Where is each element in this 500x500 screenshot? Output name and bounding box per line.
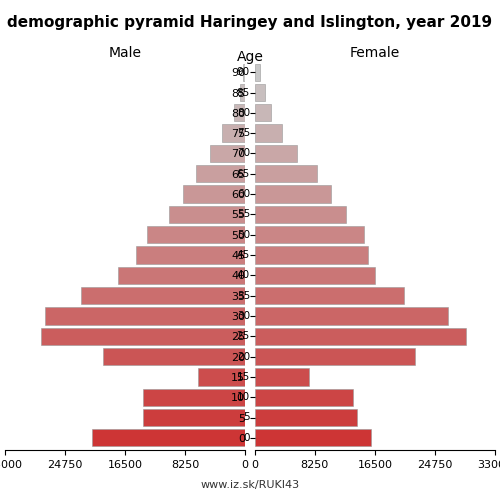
Text: 85: 85 bbox=[236, 88, 250, 98]
Bar bbox=[255, 206, 346, 223]
Bar bbox=[147, 226, 245, 244]
Text: 65: 65 bbox=[236, 169, 250, 179]
Bar bbox=[45, 308, 245, 324]
Bar bbox=[255, 84, 265, 101]
Text: 80: 80 bbox=[237, 108, 250, 118]
Text: 15: 15 bbox=[236, 372, 250, 382]
Bar bbox=[243, 64, 245, 81]
Bar bbox=[255, 104, 271, 122]
Text: 45: 45 bbox=[236, 250, 250, 260]
Bar bbox=[255, 348, 415, 365]
Bar bbox=[255, 246, 368, 264]
Text: 20: 20 bbox=[237, 352, 250, 362]
X-axis label: Female: Female bbox=[350, 46, 400, 60]
Bar bbox=[222, 124, 245, 142]
Bar bbox=[255, 328, 466, 345]
Bar bbox=[42, 328, 245, 345]
Bar bbox=[240, 84, 245, 101]
Bar bbox=[234, 104, 245, 122]
Bar bbox=[169, 206, 245, 223]
Bar bbox=[255, 287, 404, 304]
Text: 50: 50 bbox=[237, 230, 250, 239]
Text: 90: 90 bbox=[237, 67, 250, 77]
Bar bbox=[136, 246, 245, 264]
Text: Age: Age bbox=[236, 50, 264, 64]
Bar bbox=[255, 124, 282, 142]
Text: 0: 0 bbox=[244, 433, 250, 443]
Text: 40: 40 bbox=[237, 270, 250, 280]
Text: 75: 75 bbox=[236, 128, 250, 138]
Bar bbox=[144, 409, 245, 426]
Bar bbox=[144, 388, 245, 406]
Bar bbox=[255, 308, 448, 324]
Bar bbox=[255, 186, 331, 202]
Bar bbox=[255, 368, 310, 386]
Bar bbox=[255, 266, 375, 284]
Text: www.iz.sk/RUKI43: www.iz.sk/RUKI43 bbox=[200, 480, 300, 490]
Text: 35: 35 bbox=[236, 290, 250, 300]
Bar bbox=[255, 429, 372, 446]
Bar bbox=[92, 429, 245, 446]
X-axis label: Male: Male bbox=[108, 46, 142, 60]
Text: 70: 70 bbox=[237, 148, 250, 158]
Text: demographic pyramid Haringey and Islington, year 2019: demographic pyramid Haringey and Islingt… bbox=[8, 15, 492, 30]
Bar bbox=[255, 388, 353, 406]
Bar bbox=[255, 165, 316, 182]
Bar bbox=[184, 186, 245, 202]
Text: 60: 60 bbox=[237, 189, 250, 199]
Text: 5: 5 bbox=[244, 412, 250, 422]
Bar bbox=[255, 64, 260, 81]
Bar bbox=[255, 409, 356, 426]
Text: 55: 55 bbox=[236, 210, 250, 220]
Text: 25: 25 bbox=[236, 332, 250, 342]
Text: 30: 30 bbox=[237, 311, 250, 321]
Bar bbox=[210, 145, 245, 162]
Bar bbox=[196, 165, 245, 182]
Bar bbox=[118, 266, 245, 284]
Bar bbox=[255, 226, 364, 244]
Bar bbox=[198, 368, 245, 386]
Bar bbox=[104, 348, 245, 365]
Bar bbox=[82, 287, 245, 304]
Bar bbox=[255, 145, 297, 162]
Text: 10: 10 bbox=[237, 392, 250, 402]
